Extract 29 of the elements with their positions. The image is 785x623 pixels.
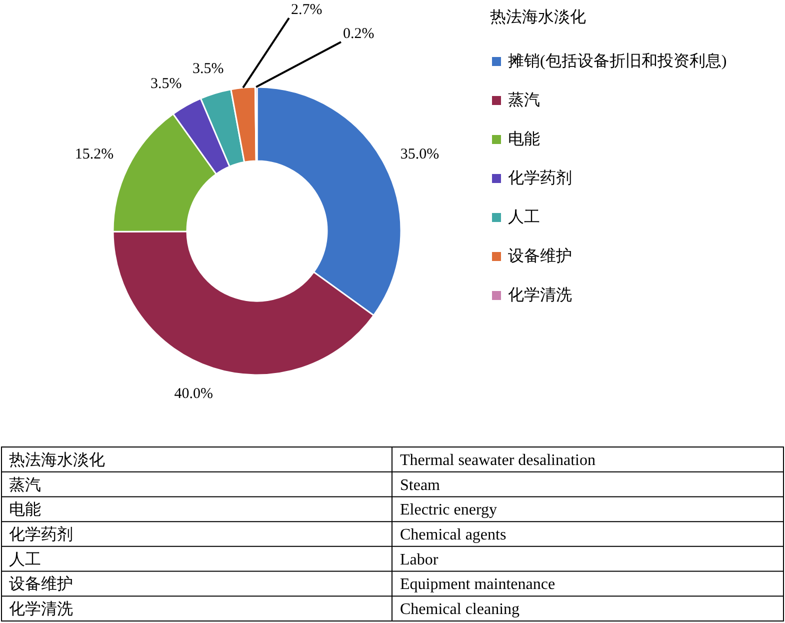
text: 蒸汽 <box>9 476 41 494</box>
data-label: 2.7% <box>291 2 322 18</box>
text: Chemical agents <box>400 526 506 544</box>
data-label: 40.0% <box>174 386 214 402</box>
text: 电能 <box>9 500 41 519</box>
text: 化学药剂 <box>9 526 73 544</box>
legend-label: 电能 <box>508 130 540 148</box>
text: Steam <box>400 476 441 494</box>
data-label: 15.2% <box>74 146 114 163</box>
text: 热法海水淡化 <box>9 450 105 469</box>
data-label: 3.5% <box>192 61 224 78</box>
data-label: 35.0% <box>400 146 440 163</box>
text: 化学清洗 <box>9 600 73 618</box>
legend-label: 设备维护 <box>508 247 572 265</box>
legend-label: 化学药剂 <box>508 169 572 187</box>
legend-label: 化学清洗 <box>508 286 572 304</box>
data-label: 3.5% <box>150 76 182 92</box>
legend-label: 人工 <box>508 209 540 226</box>
text: Thermal seawater desalination <box>400 452 596 469</box>
data-label: 0.2% <box>343 26 374 42</box>
legend-label: 摊销(包括设备折旧和投资利息) <box>508 52 727 70</box>
legend-label: 蒸汽 <box>508 91 540 109</box>
text: Electric energy <box>400 502 497 519</box>
text: 人工 <box>9 551 41 568</box>
legend-title: 热法海水淡化 <box>490 8 586 26</box>
text: Labor <box>400 551 439 568</box>
text: Chemical cleaning <box>400 601 520 618</box>
text: 设备维护 <box>9 575 73 594</box>
text: Equipment maintenance <box>400 576 556 594</box>
